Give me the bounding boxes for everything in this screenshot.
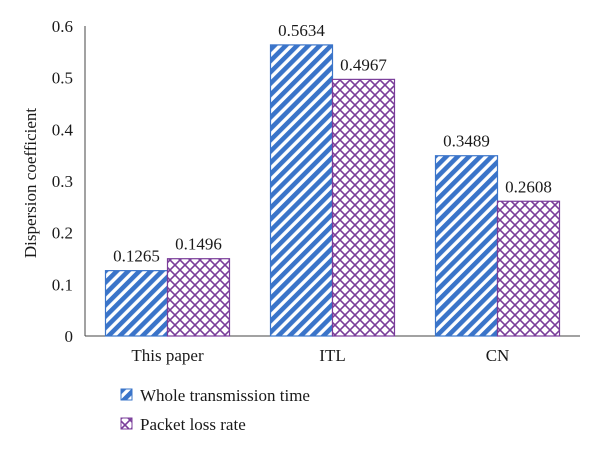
y-tick-label: 0.4	[52, 120, 74, 139]
y-axis-title: Dispersion coefficient	[21, 108, 40, 259]
y-tick-label: 0.3	[52, 172, 73, 191]
data-label-whole-transmission-time-this-paper: 0.1265	[113, 247, 160, 266]
bars	[104, 44, 561, 337]
y-tick-label: 0.5	[52, 69, 73, 88]
bar-packet-loss-rate-itl	[331, 78, 396, 337]
legend-item-packet-loss-rate: Packet loss rate	[120, 415, 246, 434]
y-tick-label: 0	[65, 327, 74, 346]
data-label-whole-transmission-time-cn: 0.3489	[443, 132, 490, 151]
x-tick-label-itl: ITL	[319, 346, 345, 365]
legend-label-whole-transmission-time: Whole transmission time	[140, 386, 310, 405]
bar-whole-transmission-time-cn	[434, 155, 499, 337]
legend-swatch-packet-loss-rate	[120, 417, 133, 430]
data-labels: 0.1265 0.1496 0.5634 0.4967 0.3489 0.2608	[113, 21, 552, 266]
bar-packet-loss-rate-this-paper	[166, 258, 231, 337]
legend-label-packet-loss-rate: Packet loss rate	[140, 415, 246, 434]
x-tick-label-this-paper: This paper	[131, 346, 204, 365]
data-label-whole-transmission-time-itl: 0.5634	[278, 21, 325, 40]
x-tick-label-cn: CN	[486, 346, 510, 365]
y-tick-label: 0.1	[52, 275, 73, 294]
data-label-packet-loss-rate-itl: 0.4967	[340, 55, 387, 74]
y-axis-ticks: 0 0.1 0.2 0.3 0.4 0.5 0.6	[52, 17, 74, 346]
y-tick-label: 0.6	[52, 17, 73, 36]
y-tick-label: 0.2	[52, 224, 73, 243]
legend: Whole transmission time Packet loss rate	[120, 386, 310, 434]
bar-whole-transmission-time-itl	[269, 44, 334, 337]
x-axis-ticks: This paper ITL CN	[131, 346, 509, 365]
data-label-packet-loss-rate-cn: 0.2608	[505, 177, 552, 196]
data-label-packet-loss-rate-this-paper: 0.1496	[175, 235, 222, 254]
legend-item-whole-transmission-time: Whole transmission time	[120, 386, 310, 405]
bar-packet-loss-rate-cn	[496, 200, 561, 337]
bar-whole-transmission-time-this-paper	[104, 270, 169, 337]
legend-swatch-whole-transmission-time	[120, 388, 133, 401]
